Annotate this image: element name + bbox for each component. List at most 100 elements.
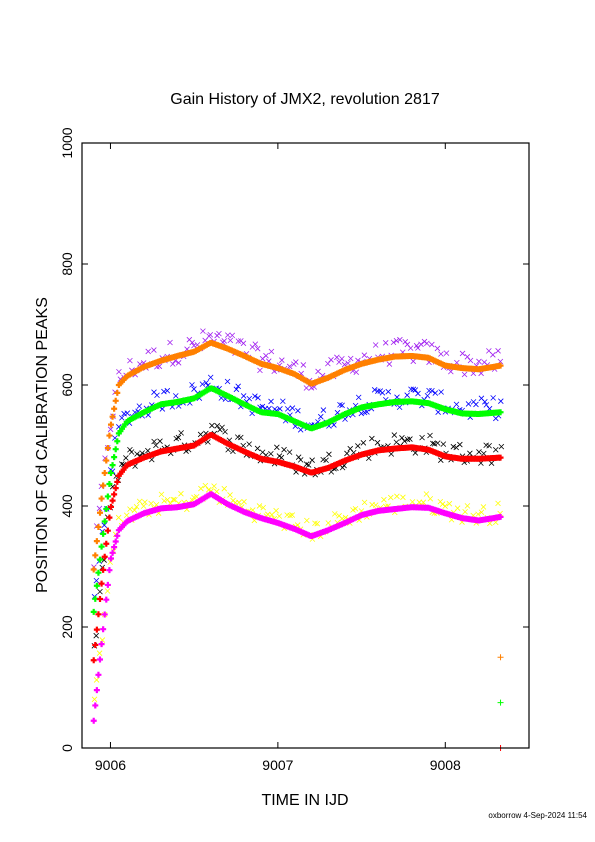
scatter-point <box>170 361 176 367</box>
scatter-point <box>434 345 441 352</box>
scatter-point <box>268 348 275 355</box>
scatter-point <box>276 513 283 519</box>
fit-point <box>95 569 102 576</box>
scatter-point <box>371 387 378 393</box>
fit-point <box>103 540 110 547</box>
scatter-point <box>462 508 468 515</box>
scatter-point <box>304 517 310 524</box>
scatter-point <box>407 436 413 442</box>
fit-point <box>109 497 116 504</box>
scatter-point <box>439 501 446 508</box>
scatter-point <box>467 450 473 457</box>
fit-point <box>93 626 100 633</box>
scatter-point <box>476 449 482 455</box>
scatter-point <box>214 423 221 429</box>
fit-point <box>104 493 111 500</box>
scatter-point <box>154 392 160 399</box>
scatter-point <box>148 500 154 507</box>
scatter-point <box>246 395 253 402</box>
y-tick-label: 200 <box>59 615 75 639</box>
scatter-point <box>334 354 340 361</box>
scatter-point <box>331 511 338 517</box>
fit-point <box>103 596 110 603</box>
scatter-point <box>93 677 100 683</box>
scatter-point <box>358 410 365 417</box>
scatter-point <box>412 387 419 393</box>
fit-point <box>104 445 111 452</box>
fit-point <box>101 553 108 560</box>
scatter-point <box>254 345 261 352</box>
scatter-point <box>438 389 444 395</box>
scatter-point <box>394 493 400 500</box>
scatter-point <box>365 455 372 462</box>
scatter-point <box>409 499 416 505</box>
scatter-point <box>314 520 321 527</box>
scatter-point <box>97 588 103 595</box>
scatter-point <box>317 413 324 420</box>
scatter-point <box>273 507 279 514</box>
scatter-point <box>119 415 125 421</box>
fit-point <box>112 446 119 453</box>
scatter-point <box>421 338 428 345</box>
scatter-point <box>93 577 100 584</box>
scatter-point <box>178 430 184 436</box>
scatter-point <box>410 386 417 393</box>
fit-point <box>109 462 116 469</box>
scatter-point <box>465 401 472 407</box>
scatter-point <box>393 337 400 344</box>
scatter-point <box>337 401 343 408</box>
scatter-point <box>495 500 501 507</box>
fit-point <box>114 389 121 396</box>
scatter-point <box>339 402 345 409</box>
scatter-point <box>423 491 430 497</box>
scatter-point <box>390 339 397 346</box>
scatter-point <box>391 432 398 438</box>
scatter-point <box>473 401 479 408</box>
scatter-point <box>372 502 379 508</box>
scatter-point <box>375 388 381 394</box>
scatter-point <box>260 504 267 511</box>
scatter-point <box>440 441 447 447</box>
scatter-point <box>326 451 332 458</box>
fit-point <box>111 454 118 461</box>
scatter-point <box>399 435 405 441</box>
fit-point <box>93 538 100 545</box>
scatter-point <box>259 403 266 410</box>
scatter-point <box>116 368 122 375</box>
scatter-point <box>207 374 214 381</box>
scatter-point <box>191 342 197 349</box>
fit-point <box>98 580 105 587</box>
scatter-point <box>488 460 495 466</box>
scatter-point <box>200 328 206 334</box>
scatter-point <box>415 390 421 397</box>
scatter-point <box>404 392 410 398</box>
scatter-point <box>221 338 228 344</box>
scatter-point <box>233 386 240 393</box>
scatter-point <box>490 395 496 401</box>
scatter-point <box>287 512 293 519</box>
scatter-point <box>429 341 435 348</box>
scatter-point <box>352 505 359 512</box>
fit-point <box>98 641 105 648</box>
scatter-point <box>172 393 179 399</box>
scatter-point <box>498 443 505 450</box>
scatter-point <box>475 511 481 518</box>
scatter-point <box>483 402 490 408</box>
scatter-point <box>438 351 444 357</box>
fit-point <box>97 509 104 516</box>
scatter-point <box>236 499 242 506</box>
scatter-point <box>167 339 173 346</box>
y-tick-label: 1000 <box>59 127 75 158</box>
scatter-point <box>142 499 148 505</box>
scatter-point <box>379 390 386 396</box>
scatter-point <box>289 405 296 411</box>
scatter-point <box>227 492 233 498</box>
scatter-point <box>221 485 228 492</box>
fit-point <box>104 581 111 588</box>
scatter-point <box>140 503 147 509</box>
scatter-point <box>438 457 444 464</box>
scatter-point <box>91 696 98 703</box>
scatter-point <box>388 451 395 457</box>
footer-timestamp: oxborrow 4-Sep-2024 11:54 <box>488 811 587 820</box>
fit-point <box>497 409 504 416</box>
